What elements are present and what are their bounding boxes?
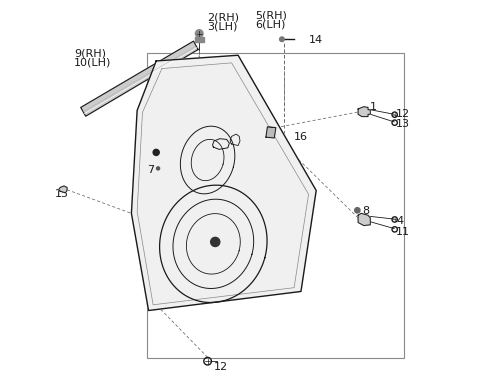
Text: 13: 13: [396, 119, 410, 129]
Polygon shape: [81, 41, 198, 116]
Polygon shape: [195, 37, 204, 42]
Text: 3(LH): 3(LH): [208, 22, 238, 32]
Circle shape: [195, 30, 203, 37]
Text: 1: 1: [370, 102, 376, 112]
Text: 15: 15: [55, 189, 69, 199]
Text: 9(RH): 9(RH): [74, 48, 106, 58]
Circle shape: [355, 208, 360, 213]
Circle shape: [153, 149, 159, 155]
Polygon shape: [132, 55, 316, 311]
Circle shape: [211, 237, 220, 247]
Polygon shape: [59, 186, 67, 193]
Text: 8: 8: [362, 207, 369, 216]
Polygon shape: [266, 127, 276, 138]
Circle shape: [280, 37, 284, 42]
Text: 7: 7: [147, 165, 154, 174]
Text: 11: 11: [396, 227, 410, 237]
Text: 2(RH): 2(RH): [208, 12, 240, 22]
Text: 14: 14: [309, 35, 323, 45]
Text: 16: 16: [293, 132, 307, 142]
Bar: [147, 53, 404, 358]
Text: 4: 4: [396, 216, 403, 226]
Text: 10(LH): 10(LH): [74, 58, 112, 68]
Text: 12: 12: [213, 362, 228, 371]
Polygon shape: [358, 107, 370, 117]
Text: 6(LH): 6(LH): [255, 20, 286, 30]
Polygon shape: [358, 213, 370, 226]
Circle shape: [156, 167, 160, 170]
Text: 12: 12: [396, 109, 410, 119]
Text: 5(RH): 5(RH): [255, 10, 287, 20]
